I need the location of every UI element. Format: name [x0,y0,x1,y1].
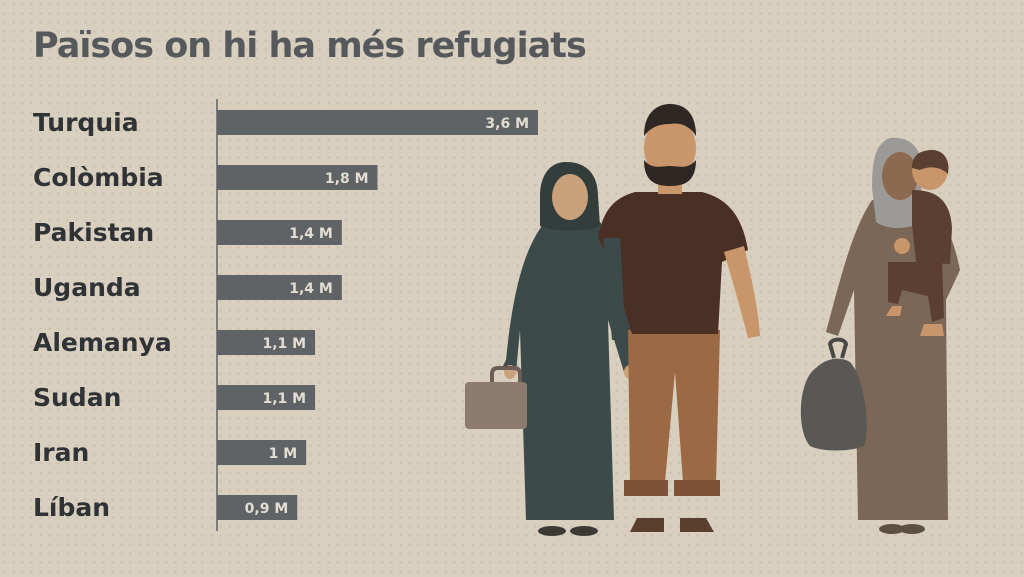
bar-value-label: 3,6 M [485,116,529,132]
category-label: Sudan [33,383,121,412]
bar [217,385,316,410]
bars-group: Turquia 3,6 M Colòmbia 1,8 M Pakistan 1,4 M Ug… [33,108,538,522]
category-label: Líban [33,493,110,522]
bar [217,275,342,300]
bar [217,440,307,465]
bar-chart: Turquia 3,6 M Colòmbia 1,8 M Pakistan 1,4 M Ug… [33,99,538,531]
category-label: Alemanya [33,328,172,357]
category-label: Uganda [33,273,141,302]
bar-value-label: 1,4 M [289,281,333,297]
bar [217,495,298,520]
refugees-illustration [465,104,960,536]
bar-value-label: 1,1 M [262,391,306,407]
suitcase-icon [465,366,527,429]
bar-value-label: 1 M [269,446,298,462]
man-figure [598,104,760,532]
bar-value-label: 0,9 M [245,501,289,517]
category-label: Pakistan [33,218,154,247]
bar [217,220,342,245]
mother-carrying-child-figure [826,137,960,534]
category-label: Turquia [33,108,139,137]
category-label: Iran [33,438,89,467]
bar-value-label: 1,4 M [289,226,333,242]
bar [217,330,316,355]
chart-title: Països on hi ha més refugiats [33,26,587,66]
bar-value-label: 1,8 M [325,171,369,187]
bag-icon [800,337,867,451]
bar-value-label: 1,1 M [262,336,306,352]
category-label: Colòmbia [33,163,164,192]
bar [217,110,538,135]
bar [217,165,378,190]
